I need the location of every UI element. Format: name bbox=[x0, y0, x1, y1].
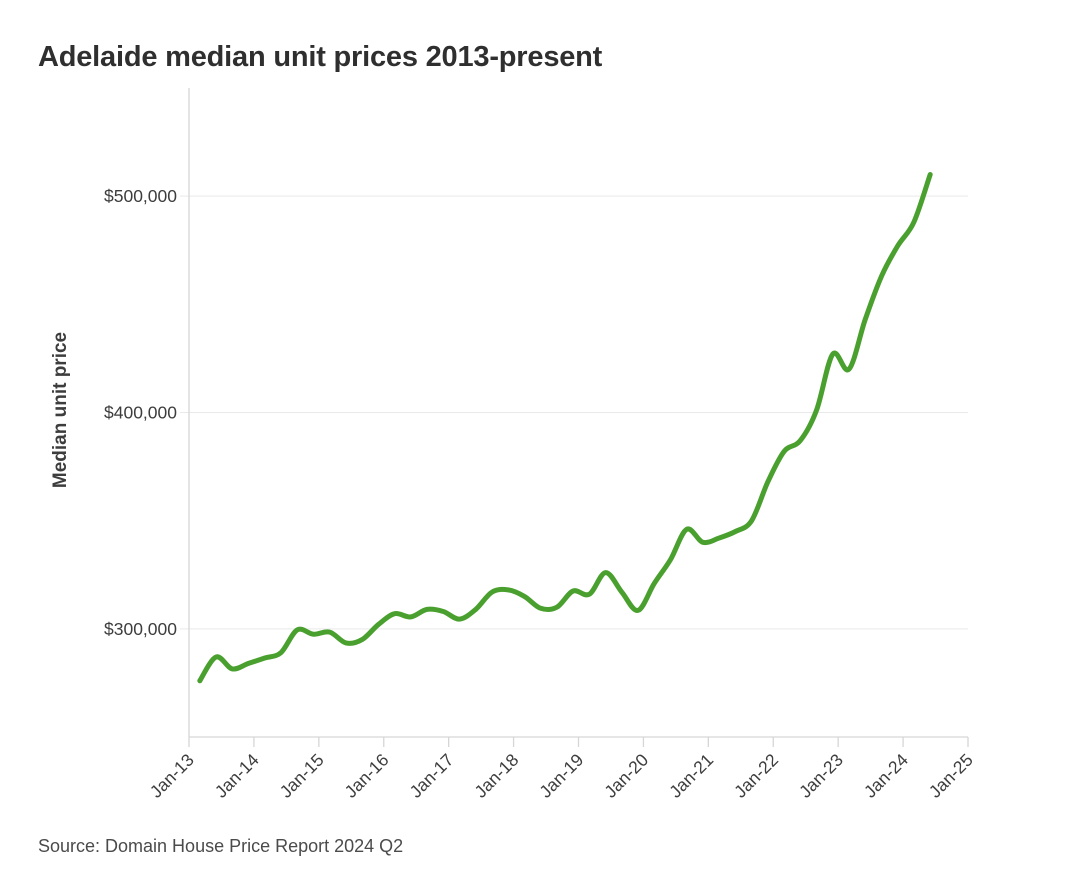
chart-title: Adelaide median unit prices 2013-present bbox=[38, 41, 603, 74]
x-tick-label: Jan-14 bbox=[211, 750, 263, 802]
x-tick-label: Jan-15 bbox=[276, 750, 328, 802]
gridlines-layer bbox=[180, 195, 968, 630]
x-tick-label: Jan-23 bbox=[795, 750, 847, 802]
x-tick-label: Jan-16 bbox=[341, 750, 393, 802]
source-note: Source: Domain House Price Report 2024 Q… bbox=[38, 836, 404, 856]
x-tick-label: Jan-20 bbox=[600, 750, 652, 802]
x-tick-label: Jan-19 bbox=[535, 750, 587, 802]
y-tick-label: $500,000 bbox=[104, 186, 177, 206]
x-tick-label: Jan-13 bbox=[146, 750, 198, 802]
y-tick-label: $400,000 bbox=[104, 403, 177, 423]
axes-layer bbox=[188, 88, 969, 747]
x-tick-label: Jan-24 bbox=[860, 750, 912, 802]
median-unit-price-line bbox=[197, 172, 933, 684]
x-tick-label: Jan-22 bbox=[730, 750, 782, 802]
x-tick-label: Jan-25 bbox=[925, 750, 977, 802]
x-tick-label: Jan-18 bbox=[470, 750, 522, 802]
x-tick-label: Jan-21 bbox=[665, 750, 717, 802]
y-tick-label: $300,000 bbox=[104, 619, 177, 639]
x-tick-label: Jan-17 bbox=[406, 750, 458, 802]
series-layer bbox=[197, 172, 933, 684]
y-axis-title: Median unit price bbox=[50, 332, 71, 488]
